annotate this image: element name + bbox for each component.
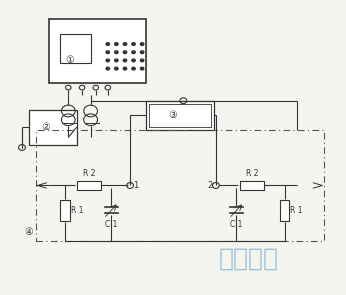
- Circle shape: [131, 67, 136, 71]
- Circle shape: [106, 42, 110, 46]
- Circle shape: [122, 50, 127, 54]
- Circle shape: [140, 50, 145, 54]
- Bar: [60, 34, 91, 63]
- Text: R 2: R 2: [83, 169, 95, 178]
- Text: R 1: R 1: [71, 206, 83, 215]
- Circle shape: [114, 42, 119, 46]
- Circle shape: [106, 58, 110, 63]
- Text: 2: 2: [207, 181, 212, 190]
- Bar: [146, 101, 214, 130]
- Circle shape: [131, 42, 136, 46]
- Bar: [29, 109, 77, 145]
- Text: 龙湖电子: 龙湖电子: [219, 247, 279, 271]
- Circle shape: [114, 67, 119, 71]
- Bar: [77, 181, 101, 190]
- Circle shape: [114, 58, 119, 63]
- Circle shape: [122, 42, 127, 46]
- Circle shape: [140, 67, 145, 71]
- Bar: [240, 181, 264, 190]
- Bar: [36, 130, 324, 241]
- Text: 1: 1: [133, 181, 138, 190]
- Circle shape: [140, 58, 145, 63]
- Bar: [60, 200, 70, 221]
- Circle shape: [140, 42, 145, 46]
- Text: ①: ①: [66, 55, 74, 65]
- Circle shape: [114, 50, 119, 54]
- Text: C 1: C 1: [230, 220, 243, 229]
- Text: ④: ④: [25, 227, 33, 237]
- Circle shape: [131, 50, 136, 54]
- Circle shape: [106, 50, 110, 54]
- Text: R 1: R 1: [290, 206, 303, 215]
- Bar: [149, 104, 211, 127]
- Circle shape: [131, 58, 136, 63]
- Circle shape: [122, 58, 127, 63]
- Text: R 2: R 2: [246, 169, 258, 178]
- Circle shape: [106, 67, 110, 71]
- Circle shape: [122, 67, 127, 71]
- Text: ②: ②: [42, 122, 51, 132]
- Text: C 1: C 1: [105, 220, 117, 229]
- Text: ③: ③: [169, 110, 177, 120]
- Bar: [280, 200, 289, 221]
- Bar: [49, 19, 146, 83]
